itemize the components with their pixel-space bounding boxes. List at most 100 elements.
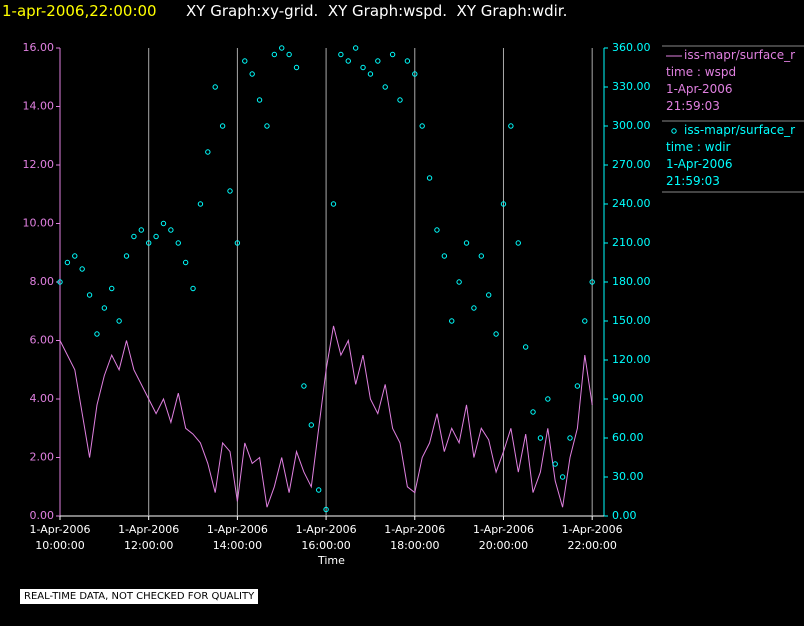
wdir-point <box>249 71 255 77</box>
y2-tick-label: 360.00 <box>612 41 651 54</box>
wdir-point <box>197 201 204 207</box>
wdir-point <box>382 84 388 90</box>
wdir-point <box>79 266 85 272</box>
y-tick-label: 14.00 <box>23 100 55 113</box>
wdir-point <box>508 123 514 129</box>
wdir-point <box>389 51 396 58</box>
wdir-point <box>545 396 551 402</box>
y-tick-label: 4.00 <box>30 392 55 405</box>
legend-name: iss-mapr/surface_r <box>684 123 796 137</box>
y-tick-label: 12.00 <box>23 158 55 171</box>
wdir-point <box>537 435 544 441</box>
y-tick-label: 16.00 <box>23 41 55 54</box>
wdir-point <box>64 259 71 266</box>
wdir-point <box>582 318 588 324</box>
legend-swatch <box>671 128 677 134</box>
wdir-point <box>471 305 477 311</box>
wdir-point <box>109 285 115 292</box>
title: 1-apr-2006,22:00:00 <box>2 2 157 20</box>
y2-tick-label: 270.00 <box>612 158 651 171</box>
wdir-point <box>412 71 418 77</box>
wdir-point <box>567 435 573 441</box>
wdir-point <box>153 233 159 240</box>
legend-text: time : wspd <box>666 65 737 79</box>
wdir-point <box>375 58 381 64</box>
legend-text: 21:59:03 <box>666 174 720 188</box>
wdir-point <box>131 233 137 240</box>
x-tick-label: 1-Apr-2006 10:00:00 <box>29 523 91 552</box>
y2-tick-label: 330.00 <box>612 80 651 93</box>
wdir-point <box>308 422 315 428</box>
y2-tick-label: 60.00 <box>612 431 644 444</box>
wdir-point <box>116 318 122 324</box>
y-tick-label: 0.00 <box>30 509 55 522</box>
legend-text: 21:59:03 <box>666 99 720 113</box>
wdir-point <box>559 474 566 480</box>
wdir-point <box>227 188 233 194</box>
legend-text: 1-Apr-2006 <box>666 82 733 96</box>
wdir-point <box>500 201 507 207</box>
x-tick-label: 1-Apr-2006 16:00:00 <box>295 523 357 552</box>
wdir-point <box>264 123 270 129</box>
x-tick-label: 1-Apr-2006 22:00:00 <box>561 523 623 552</box>
y2-tick-label: 0.00 <box>612 509 637 522</box>
wdir-point <box>279 45 285 51</box>
wdir-point <box>589 279 595 285</box>
wdir-point <box>286 51 292 58</box>
wdir-point <box>441 253 448 259</box>
legend-text: time : wdir <box>666 140 731 154</box>
wdir-point <box>574 383 581 389</box>
y-tick-label: 8.00 <box>30 275 55 288</box>
wdir-point <box>86 292 93 298</box>
wdir-point <box>57 279 63 285</box>
wdir-point <box>456 279 462 285</box>
y2-tick-label: 210.00 <box>612 236 651 249</box>
y2-tick-label: 150.00 <box>612 314 651 327</box>
wdir-point <box>485 292 492 298</box>
wdir-point <box>182 259 189 266</box>
x-tick-label: 1-Apr-2006 12:00:00 <box>118 523 180 552</box>
wdir-point <box>419 123 425 129</box>
quality-note: REAL-TIME DATA, NOT CHECKED FOR QUALITY <box>20 589 259 604</box>
legend-text: 1-Apr-2006 <box>666 157 733 171</box>
wdir-point <box>352 45 359 51</box>
wdir-point <box>552 461 558 467</box>
wdir-point <box>493 331 499 337</box>
wdir-point <box>175 240 181 246</box>
wdir-point <box>404 58 411 64</box>
wdir-point <box>242 58 248 64</box>
wdir-point <box>219 123 226 129</box>
wdir-point <box>530 409 536 415</box>
wdir-point <box>94 331 100 337</box>
wdir-point <box>101 305 108 311</box>
y2-tick-label: 90.00 <box>612 392 644 405</box>
x-tick-label: 1-Apr-2006 20:00:00 <box>472 523 534 552</box>
wdir-point <box>360 64 366 71</box>
x-axis-label: Time <box>318 554 345 567</box>
wdir-point <box>434 227 440 233</box>
y-tick-label: 2.00 <box>30 451 55 464</box>
wdir-point <box>515 240 521 246</box>
y2-tick-label: 240.00 <box>612 197 651 210</box>
wdir-point <box>367 71 374 77</box>
y-tick-label: 10.00 <box>23 217 55 230</box>
wdir-point <box>449 318 455 324</box>
wdir-point <box>160 220 167 227</box>
y-tick-label: 6.00 <box>30 334 55 347</box>
wdir-point <box>234 240 241 246</box>
wdir-point <box>397 97 403 103</box>
wdir-point <box>330 201 337 207</box>
y2-tick-label: 30.00 <box>612 470 644 483</box>
wdir-point <box>293 64 300 71</box>
y2-tick-label: 180.00 <box>612 275 651 288</box>
wdir-point <box>478 253 485 259</box>
wdir-point <box>72 253 78 259</box>
x-tick-label: 1-Apr-2006 18:00:00 <box>384 523 446 552</box>
wdir-point <box>522 344 529 350</box>
wdir-point <box>212 84 218 90</box>
x-tick-label: 1-Apr-2006 14:00:00 <box>206 523 268 552</box>
wdir-point <box>426 175 433 181</box>
wdir-point <box>168 227 174 233</box>
